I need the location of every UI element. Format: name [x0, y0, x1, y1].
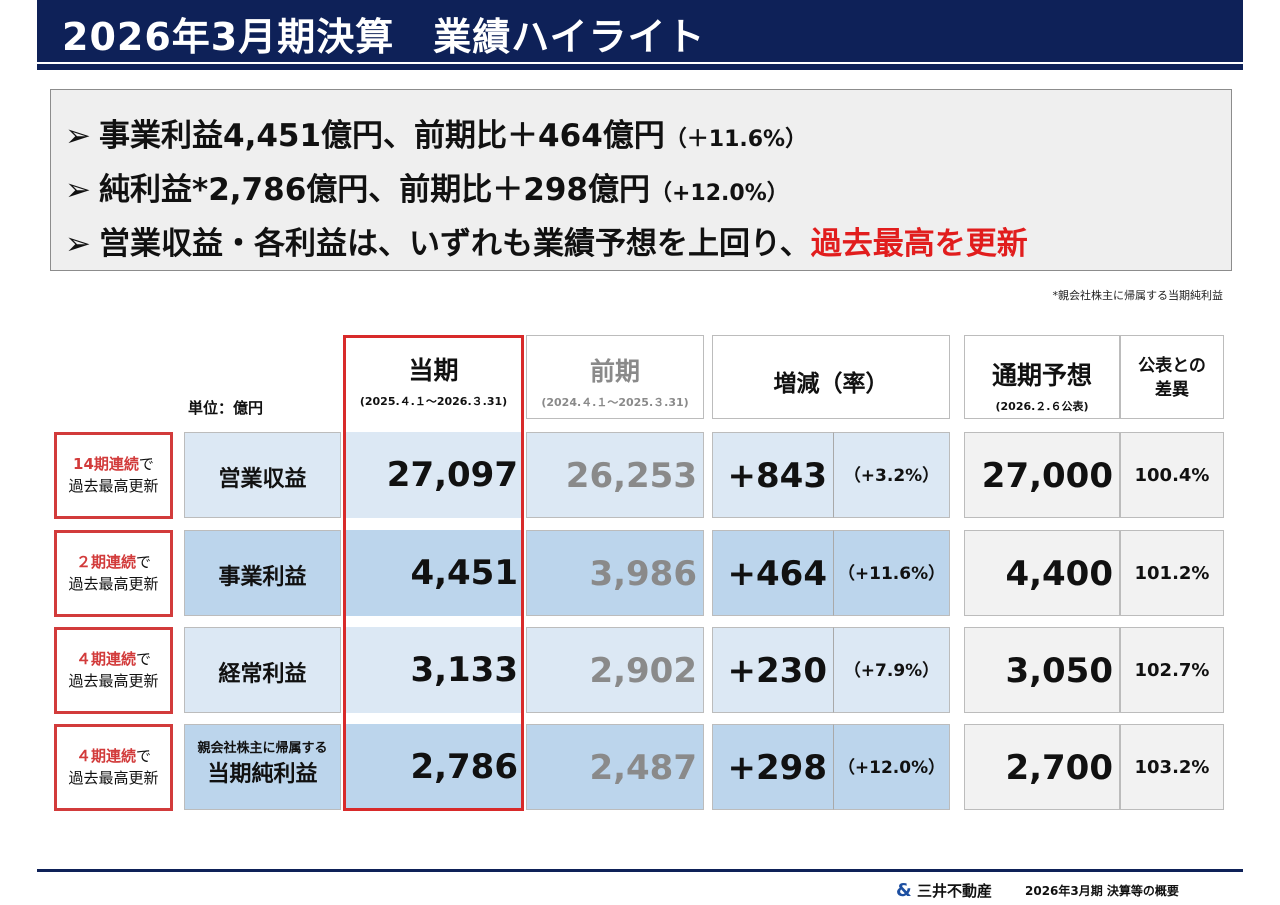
record-badge: ４期連続で 過去最高更新: [54, 627, 173, 714]
change-value: +843: [712, 432, 834, 518]
badge-suffix: で: [138, 455, 154, 473]
badge-text: 過去最高更新: [68, 575, 159, 593]
forecast-ratio: 103.2%: [1120, 724, 1224, 810]
change-rate: （+11.6%）: [834, 530, 950, 616]
highlight-item: ➢ 純利益*2,786億円、前期比＋298億円（+12.0%）: [65, 164, 789, 209]
change-rate: （+12.0%）: [834, 724, 950, 810]
header-previous: 前期 (2024.４.１～2025.３.31): [526, 335, 704, 419]
record-badge: ４期連続で 過去最高更新: [54, 724, 173, 811]
change-value: +298: [712, 724, 834, 810]
header-change: 増減（率）: [712, 335, 950, 419]
previous-value: 26,253: [526, 432, 704, 518]
badge-suffix: で: [136, 553, 152, 571]
header-forecast: 通期予想 (2026.２.６公表): [964, 335, 1120, 419]
header-diff-title: 公表との差異: [1138, 356, 1206, 400]
row-label-cell: 営業収益: [184, 432, 341, 518]
change-value: +464: [712, 530, 834, 616]
record-badge: 14期連続で 過去最高更新: [54, 432, 173, 519]
company-name: 三井不動産: [916, 882, 992, 900]
row-label-cell: 親会社株主に帰属する 当期純利益: [184, 724, 341, 810]
page-title: 2026年3月期決算 業績ハイライト: [62, 15, 706, 59]
bullet-arrow-icon: ➢: [65, 118, 91, 154]
forecast-ratio: 100.4%: [1120, 432, 1224, 518]
highlight-note: （＋11.6%）: [664, 127, 808, 152]
header-previous-period: (2024.４.１～2025.３.31): [541, 396, 689, 409]
row-label-small: 親会社株主に帰属する: [197, 741, 328, 756]
logo-mark-icon: &: [896, 880, 912, 901]
highlight-text: 事業利益4,451億円、前期比＋464億円: [99, 118, 665, 154]
forecast-value: 27,000: [964, 432, 1120, 518]
row-label-cell: 経常利益: [184, 627, 341, 713]
badge-streak: ４期連続: [75, 747, 136, 765]
forecast-value: 3,050: [964, 627, 1120, 713]
badge-streak: ４期連続: [75, 650, 136, 668]
highlight-red-text: 過去最高を更新: [810, 226, 1028, 262]
forecast-ratio: 101.2%: [1120, 530, 1224, 616]
unit-label: 単位：億円: [188, 399, 264, 417]
header-change-title: 増減（率）: [773, 371, 889, 397]
header-previous-title: 前期: [589, 357, 640, 386]
forecast-value: 2,700: [964, 724, 1120, 810]
badge-suffix: で: [136, 650, 152, 668]
header-forecast-title: 通期予想: [991, 361, 1092, 390]
current-period-highlight-frame: [343, 335, 524, 811]
badge-suffix: で: [136, 747, 152, 765]
current-value: 2,786: [343, 724, 524, 810]
badge-text: 過去最高更新: [68, 477, 159, 495]
highlight-note: （+12.0%）: [649, 181, 789, 206]
header-current: 当期 (2025.４.１～2026.３.31): [343, 335, 524, 419]
badge-text: 過去最高更新: [68, 672, 159, 690]
previous-value: 3,986: [526, 530, 704, 616]
highlight-item: ➢ 営業収益・各利益は、いずれも業績予想を上回り、過去最高を更新: [65, 218, 1028, 263]
badge-streak: 14期連続: [73, 455, 139, 473]
bullet-arrow-icon: ➢: [65, 226, 91, 262]
current-value: 27,097: [343, 432, 524, 518]
row-label: 営業収益: [218, 467, 307, 492]
highlight-text: 純利益*2,786億円、前期比＋298億円: [99, 172, 650, 208]
row-label-cell: 事業利益: [184, 530, 341, 616]
record-badge: ２期連続で 過去最高更新: [54, 530, 173, 617]
header-current-period: (2025.４.１～2026.３.31): [359, 395, 508, 408]
footnote: *親会社株主に帰属する当期純利益: [1052, 289, 1224, 302]
document-title: 2026年3月期 決算等の概要: [1025, 884, 1179, 898]
highlight-text: 営業収益・各利益は、いずれも業績予想を上回り、: [99, 226, 811, 262]
header-diff: 公表との差異: [1120, 335, 1224, 419]
company-logo: & 三井不動産: [896, 880, 992, 901]
row-label: 当期純利益: [207, 762, 318, 787]
row-label: 事業利益: [218, 565, 307, 590]
highlights-box: ➢ 事業利益4,451億円、前期比＋464億円（＋11.6%） ➢ 純利益*2,78…: [50, 89, 1232, 271]
current-value: 3,133: [343, 627, 524, 713]
badge-text: 過去最高更新: [68, 769, 159, 787]
header-current-title: 当期: [408, 356, 459, 385]
title-underline: [37, 64, 1243, 70]
badge-streak: ２期連続: [75, 553, 136, 571]
footer-line: [37, 869, 1243, 872]
change-value: +230: [712, 627, 834, 713]
row-label: 経常利益: [218, 662, 307, 687]
bullet-arrow-icon: ➢: [65, 172, 91, 208]
forecast-value: 4,400: [964, 530, 1120, 616]
previous-value: 2,902: [526, 627, 704, 713]
forecast-ratio: 102.7%: [1120, 627, 1224, 713]
title-bar: [37, 0, 1243, 62]
header-forecast-date: (2026.２.６公表): [995, 400, 1089, 413]
current-value: 4,451: [343, 530, 524, 616]
change-rate: （+7.9%）: [834, 627, 950, 713]
change-rate: （+3.2%）: [834, 432, 950, 518]
previous-value: 2,487: [526, 724, 704, 810]
highlight-item: ➢ 事業利益4,451億円、前期比＋464億円（＋11.6%）: [65, 110, 807, 155]
